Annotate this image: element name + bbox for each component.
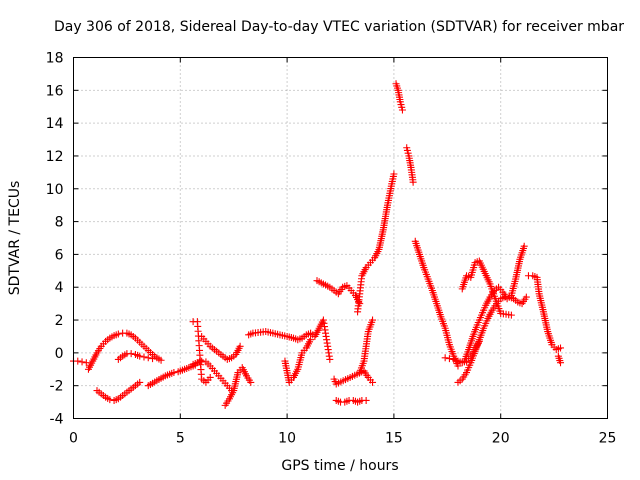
data-point [326,355,334,363]
data-point [140,353,148,361]
grid-lines [73,57,608,419]
data-point [557,344,565,352]
x-tick-label: 25 [599,431,617,447]
data-point [127,350,135,358]
data-point [206,373,214,381]
y-tick-label: 2 [55,313,64,329]
data-point [170,369,178,377]
x-tick-label: 0 [69,431,78,447]
data-points [70,80,565,409]
data-point [522,293,530,301]
data-point [362,396,370,404]
data-point [149,355,157,363]
x-axis-label: GPS time / hours [281,458,398,474]
data-point [136,378,144,386]
y-axis-label: SDTVAR / TECUs [7,181,23,296]
x-tick-label: 20 [492,431,510,447]
data-point [520,242,528,250]
y-tick-label: 10 [46,182,64,198]
data-point [136,352,144,360]
data-point [74,357,82,365]
data-point [369,316,377,324]
x-tick-label: 5 [176,431,185,447]
data-point [114,330,122,338]
y-tick-label: 16 [46,83,64,99]
data-point [557,359,565,367]
y-tick-label: -2 [50,379,64,395]
y-tick-label: -4 [50,412,64,428]
data-point [307,336,315,344]
data-point [78,358,86,366]
y-tick-label: 6 [55,247,64,263]
data-point [507,311,515,319]
data-point [441,354,449,362]
x-tick-label: 10 [278,431,296,447]
y-tick-label: 14 [46,116,64,132]
x-tick-label: 15 [385,431,403,447]
y-tick-label: 0 [55,346,64,362]
data-point [445,355,453,363]
data-point [247,378,255,386]
data-point [236,342,244,350]
y-tick-label: 12 [46,149,64,165]
axis-ticks: 0 5 10 15 20 25 -4 -2 0 2 4 6 8 10 12 14 16 18 [46,51,617,447]
data-point [198,357,206,365]
plot-frame [73,57,608,419]
y-tick-label: 8 [55,215,64,231]
y-tick-label: 4 [55,280,64,296]
data-point [398,106,406,114]
data-point [157,356,165,364]
data-point [409,178,417,186]
data-point [390,170,398,178]
chart-title: Day 306 of 2018, Sidereal Day-to-day VTE… [54,19,624,35]
data-point [144,354,152,362]
data-point [369,378,377,386]
y-tick-label: 18 [46,51,64,67]
data-point [106,396,114,404]
